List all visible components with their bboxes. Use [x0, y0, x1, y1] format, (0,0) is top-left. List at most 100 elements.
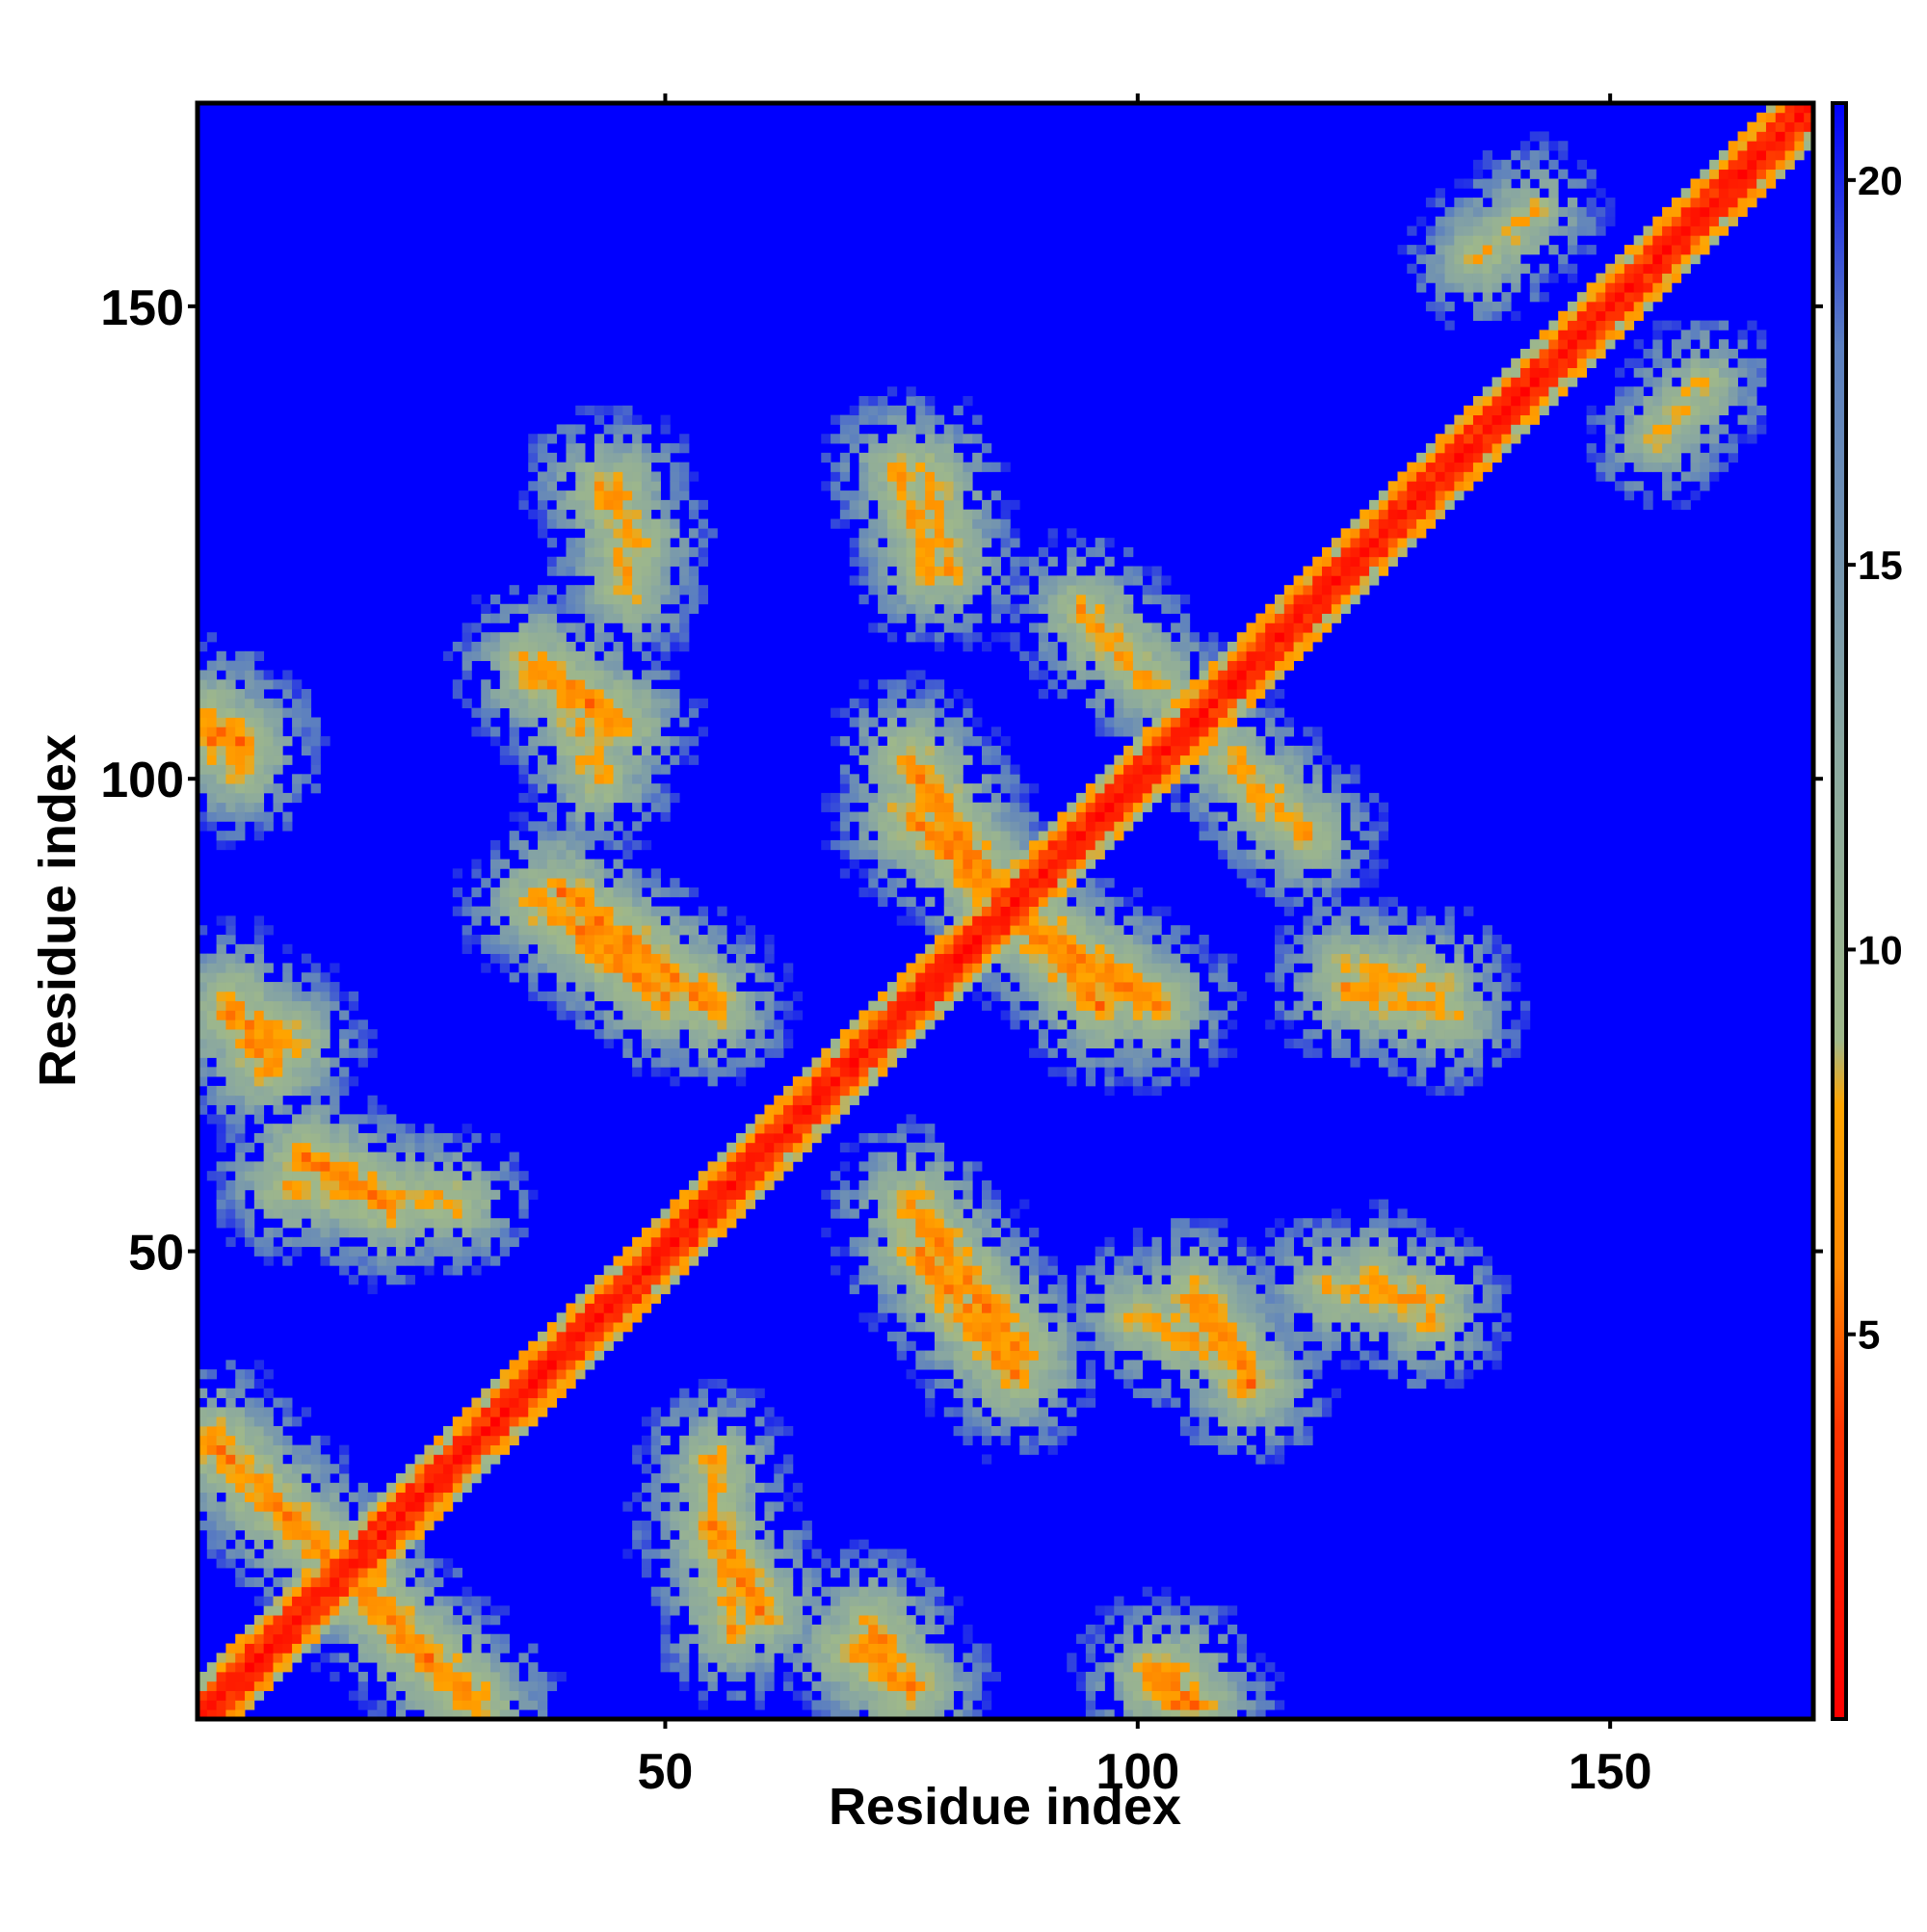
- heatmap-cell: [386, 1624, 397, 1635]
- heatmap-cell: [641, 925, 652, 936]
- heatmap-cell: [481, 1228, 491, 1238]
- heatmap-cell: [745, 1010, 756, 1020]
- heatmap-cell: [282, 1615, 293, 1626]
- heatmap-cell: [206, 963, 218, 973]
- heatmap-cell: [802, 1690, 812, 1701]
- heatmap-cell: [585, 1000, 595, 1011]
- heatmap-cell: [613, 792, 623, 804]
- heatmap-cell: [963, 1435, 973, 1445]
- heatmap-cell: [367, 1586, 378, 1597]
- heatmap-cell: [225, 1548, 236, 1559]
- heatmap-cell: [650, 754, 661, 765]
- heatmap-cell: [736, 1180, 747, 1191]
- heatmap-cell: [886, 754, 898, 765]
- heatmap-cell: [339, 1633, 350, 1644]
- heatmap-cell: [953, 783, 964, 794]
- heatmap-cell: [641, 717, 652, 728]
- heatmap-cell: [499, 878, 511, 888]
- heatmap-cell: [509, 1416, 519, 1427]
- heatmap-cell: [528, 1671, 539, 1682]
- heatmap-cell: [906, 386, 916, 397]
- heatmap-cell: [717, 1151, 727, 1162]
- heatmap-cell: [273, 1228, 283, 1238]
- heatmap-cell: [462, 650, 472, 662]
- heatmap-cell: [528, 878, 539, 888]
- heatmap-cell: [424, 1501, 435, 1512]
- heatmap-cell: [585, 481, 595, 491]
- heatmap-cell: [367, 1180, 378, 1191]
- heatmap-cell: [925, 1350, 936, 1361]
- heatmap-cell: [613, 499, 623, 511]
- heatmap-cell: [216, 1218, 226, 1229]
- heatmap-cell: [868, 849, 879, 860]
- heatmap-cell: [896, 1228, 907, 1238]
- heatmap-cell: [878, 1275, 888, 1285]
- heatmap-cell: [783, 1576, 794, 1588]
- heatmap-cell: [963, 556, 973, 567]
- heatmap-cell: [528, 679, 539, 690]
- heatmap-cell: [434, 1511, 444, 1522]
- heatmap-cell: [245, 1228, 255, 1238]
- heatmap-cell: [906, 839, 916, 851]
- heatmap-cell: [963, 935, 973, 945]
- heatmap-cell: [688, 1444, 700, 1455]
- heatmap-cell: [858, 707, 869, 718]
- heatmap-cell: [301, 1568, 312, 1578]
- heatmap-cell: [943, 528, 954, 539]
- heatmap-cell: [698, 943, 708, 955]
- heatmap-cell: [963, 1236, 973, 1248]
- heatmap-cell: [868, 452, 879, 463]
- heatmap-cell: [263, 1388, 274, 1398]
- heatmap-cell: [831, 1596, 841, 1606]
- heatmap-cell: [736, 1633, 747, 1644]
- heatmap-cell: [858, 499, 869, 511]
- heatmap-cell: [424, 1265, 435, 1276]
- heatmap-cell: [963, 1407, 973, 1417]
- heatmap-cell: [481, 1662, 491, 1673]
- heatmap-cell: [585, 915, 595, 926]
- heatmap-cell: [754, 1114, 765, 1125]
- heatmap-cell: [906, 1700, 916, 1710]
- heatmap-cell: [622, 546, 633, 558]
- heatmap-cell: [632, 622, 643, 633]
- heatmap-cell: [386, 1643, 397, 1654]
- heatmap-cell: [878, 1568, 888, 1578]
- heatmap-cell: [546, 490, 558, 501]
- heatmap-cell: [585, 698, 595, 709]
- heatmap-cell: [198, 972, 208, 983]
- heatmap-cell: [783, 1624, 794, 1635]
- heatmap-cell: [764, 1586, 775, 1597]
- heatmap-cell: [471, 1615, 482, 1626]
- heatmap-cell: [943, 727, 954, 737]
- heatmap-cell: [575, 783, 586, 794]
- heatmap-cell: [670, 1492, 680, 1502]
- heatmap-cell: [395, 1246, 407, 1257]
- heatmap-cell: [452, 906, 462, 916]
- heatmap-cell: [273, 1521, 283, 1531]
- heatmap-cell: [434, 1454, 444, 1465]
- heatmap-cell: [896, 1189, 907, 1201]
- heatmap-cell: [963, 1275, 973, 1285]
- heatmap-cell: [518, 896, 529, 907]
- heatmap-cell: [310, 1000, 321, 1011]
- heatmap-cell: [538, 1709, 548, 1719]
- heatmap-cell: [528, 1416, 539, 1427]
- heatmap-cell: [282, 1161, 293, 1172]
- heatmap-cell: [831, 1199, 841, 1209]
- heatmap-cell: [367, 1529, 378, 1541]
- heatmap-cell: [717, 982, 727, 992]
- heatmap-cell: [726, 1218, 737, 1229]
- heatmap-cell: [216, 792, 226, 804]
- heatmap-cell: [896, 1662, 907, 1673]
- heatmap-cell: [509, 650, 519, 662]
- heatmap-cell: [395, 1161, 407, 1172]
- heatmap-cell: [442, 1633, 454, 1644]
- heatmap-cell: [943, 953, 954, 964]
- heatmap-cell: [972, 1256, 983, 1266]
- heatmap-cell: [509, 831, 519, 841]
- heatmap-cell: [206, 802, 218, 812]
- heatmap-cell: [310, 1114, 321, 1125]
- heatmap-cell: [963, 518, 973, 529]
- heatmap-cell: [641, 1482, 652, 1494]
- heatmap-cell: [594, 1350, 605, 1361]
